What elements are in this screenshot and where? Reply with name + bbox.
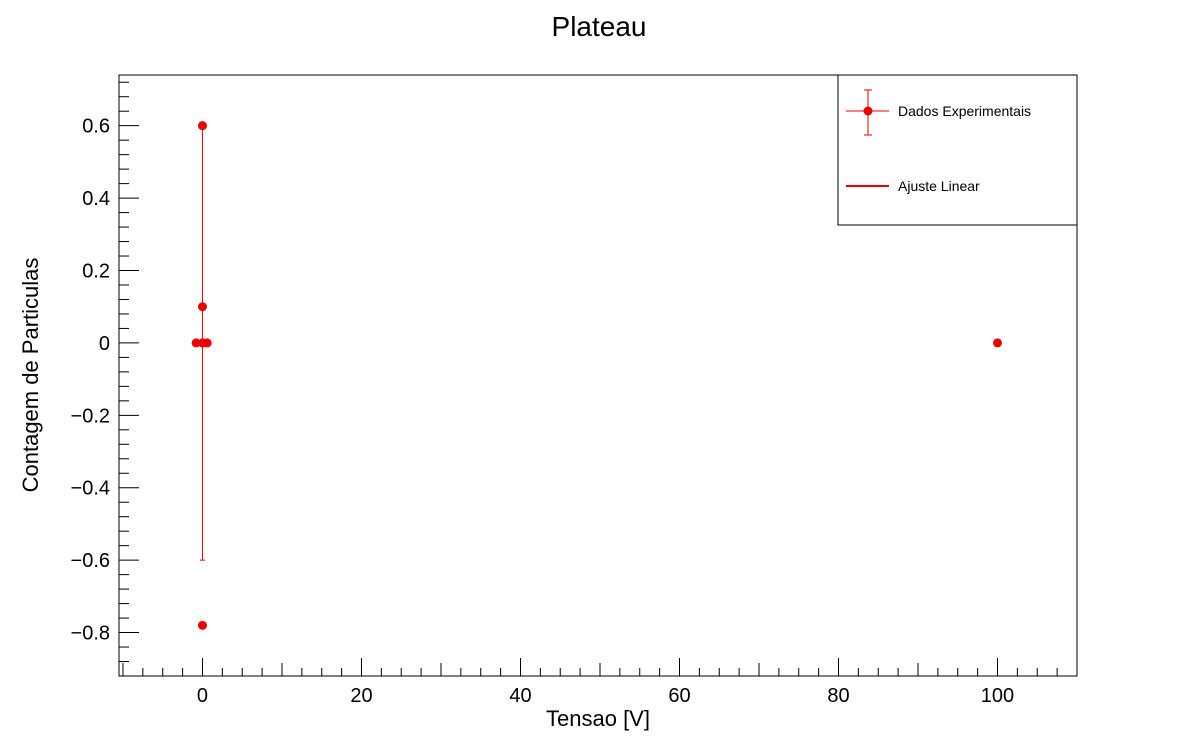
- y-tick-label: 0.4: [82, 188, 110, 210]
- y-tick-label: −0.8: [71, 623, 110, 645]
- y-tick-label: −0.2: [71, 405, 110, 427]
- data-layer: [191, 121, 1002, 630]
- data-point: [992, 338, 1002, 348]
- chart-title: Plateau: [552, 11, 647, 42]
- plot-frame: [118, 74, 1078, 677]
- legend-box: [837, 74, 1078, 226]
- x-tick-label: 40: [509, 685, 531, 707]
- legend-entry-dados: Dados Experimentais: [898, 103, 1031, 119]
- x-tick-label: 100: [981, 685, 1014, 707]
- data-point: [202, 338, 212, 348]
- x-axis: 0 20 40 60 80 100: [122, 658, 1078, 707]
- data-point: [197, 121, 207, 131]
- x-tick-label: 60: [668, 685, 690, 707]
- x-axis-title: Tensao [V]: [546, 706, 650, 731]
- y-tick-label: −0.4: [71, 478, 110, 500]
- x-tick-label: 80: [827, 685, 849, 707]
- y-tick-label: 0.2: [82, 261, 110, 283]
- y-tick-label: 0: [99, 333, 110, 355]
- y-tick-label: −0.6: [71, 550, 110, 572]
- y-tick-label: 0.6: [82, 116, 110, 138]
- data-point: [191, 338, 201, 348]
- x-tick-label: 20: [350, 685, 372, 707]
- y-axis: −0.8 −0.6 −0.4 −0.2 0 0.2 0.4 0.6: [71, 81, 139, 677]
- data-point: [197, 620, 207, 630]
- data-point: [197, 302, 207, 312]
- x-tick-label: 0: [197, 685, 208, 707]
- legend-marker-dot: [863, 106, 873, 116]
- legend: Dados Experimentais Ajuste Linear: [837, 74, 1078, 226]
- legend-entry-ajuste: Ajuste Linear: [898, 178, 980, 194]
- y-axis-title: Contagem de Particulas: [18, 258, 43, 493]
